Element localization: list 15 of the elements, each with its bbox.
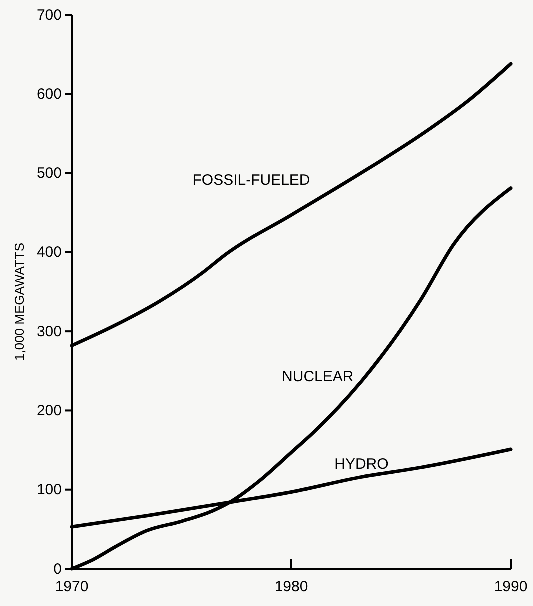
- x-tick-label: 1990: [494, 578, 528, 596]
- y-tick-label: 400: [36, 244, 62, 262]
- x-tick-label: 1980: [274, 578, 308, 596]
- y-tick-label: 300: [36, 323, 62, 340]
- x-tick-label: 1970: [55, 578, 89, 596]
- y-tick-label: 500: [36, 165, 62, 182]
- y-tick-label: 100: [36, 482, 62, 499]
- series-label: FOSSIL-FUELED: [192, 172, 310, 190]
- series-label: HYDRO: [334, 456, 389, 474]
- y-tick-label: 200: [36, 402, 62, 420]
- y-axis-title: 1,000 MEGAWATTS: [12, 242, 27, 361]
- series-label: NUCLEAR: [282, 368, 354, 386]
- y-tick-label: 700: [36, 6, 62, 24]
- y-tick-label: 0: [54, 560, 62, 578]
- y-tick-label: 600: [36, 86, 62, 103]
